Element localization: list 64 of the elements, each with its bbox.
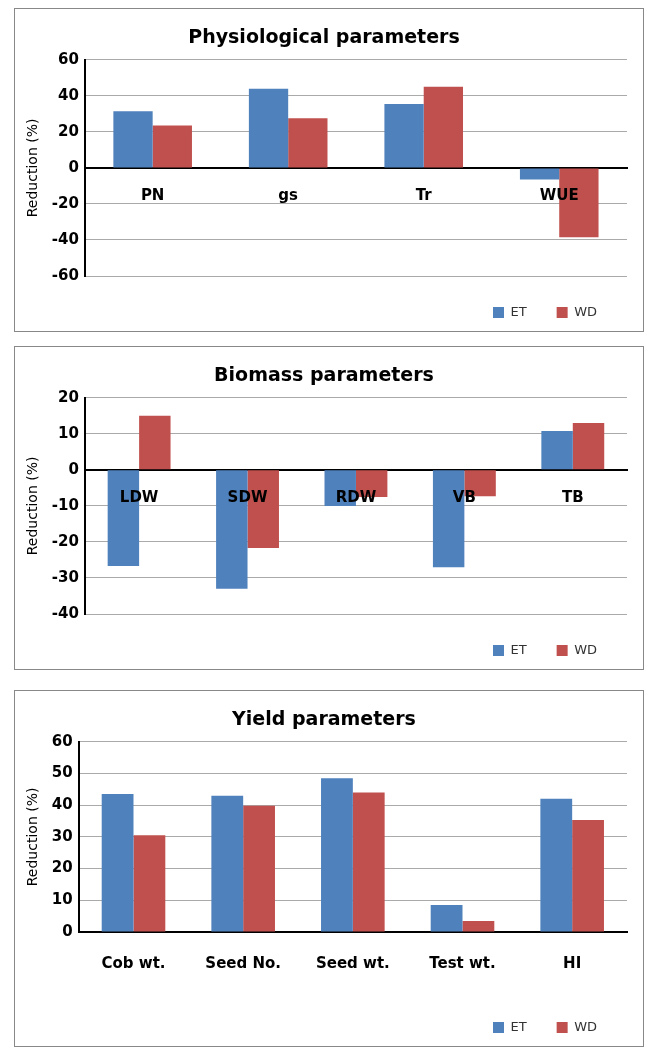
bar <box>462 920 495 932</box>
y-axis-title: Reduction (%) <box>24 456 41 556</box>
y-tick-label: 0 <box>68 157 79 176</box>
bar <box>152 125 192 168</box>
legend-label: WD <box>574 641 598 657</box>
y-tick-label: 10 <box>58 423 79 442</box>
bar <box>321 778 353 932</box>
bar <box>211 795 244 932</box>
y-tick-label: 0 <box>68 459 79 478</box>
bar <box>540 798 573 932</box>
bar <box>384 103 424 168</box>
bar <box>572 820 604 932</box>
y-tick-label: -60 <box>51 265 79 284</box>
bar <box>139 415 171 470</box>
y-tick-label: -10 <box>51 495 79 514</box>
x-tick-label: Cob wt. <box>101 953 166 972</box>
bar <box>572 423 605 470</box>
y-tick-label: 20 <box>58 121 79 140</box>
y-tick-label: 60 <box>58 49 79 68</box>
bar <box>430 905 463 932</box>
x-tick-label: Tr <box>415 186 433 205</box>
x-tick-label: gs <box>278 186 299 205</box>
y-tick-label: 60 <box>51 731 73 750</box>
y-axis-title: Reduction (%) <box>24 118 41 218</box>
bar <box>519 168 560 180</box>
bar <box>541 430 573 470</box>
x-tick-label: Seed No. <box>205 953 282 972</box>
x-tick-label: TB <box>561 488 584 507</box>
chart-title: Yield parameters <box>231 707 416 730</box>
legend-label: WD <box>574 303 598 319</box>
bar <box>248 88 289 168</box>
y-tick-label: -20 <box>51 193 79 212</box>
bar <box>352 792 385 932</box>
x-tick-label: Test wt. <box>429 953 496 972</box>
y-tick-label: -30 <box>51 567 79 586</box>
y-tick-label: 20 <box>58 387 79 406</box>
y-tick-label: 50 <box>51 763 73 782</box>
x-tick-label: PN <box>140 186 165 205</box>
chart-title: Physiological parameters <box>188 25 460 48</box>
bar <box>113 111 153 168</box>
bar <box>243 805 275 932</box>
x-tick-label: WUE <box>539 186 579 205</box>
bar <box>101 794 134 932</box>
y-tick-label: -20 <box>51 531 79 550</box>
bar <box>423 86 464 168</box>
legend-label: WD <box>574 1018 598 1034</box>
y-tick-label: 20 <box>51 858 73 877</box>
legend-label: ET <box>510 303 527 319</box>
x-tick-label: HI <box>563 953 582 972</box>
legend-label: ET <box>510 641 527 657</box>
y-tick-label: -40 <box>51 229 79 248</box>
x-tick-label: Seed wt. <box>315 953 390 972</box>
legend-label: ET <box>510 1018 527 1034</box>
y-tick-label: 10 <box>51 890 73 909</box>
y-tick-label: -40 <box>51 603 79 622</box>
y-tick-label: 40 <box>58 85 79 104</box>
bar <box>288 118 328 168</box>
y-tick-label: 0 <box>62 921 73 940</box>
y-axis-title: Reduction (%) <box>24 787 41 887</box>
bar <box>133 835 166 932</box>
chart-title: Biomass parameters <box>214 363 434 386</box>
x-tick-label: RDW <box>335 488 377 507</box>
y-tick-label: 40 <box>51 795 73 814</box>
y-tick-label: 30 <box>51 826 73 845</box>
